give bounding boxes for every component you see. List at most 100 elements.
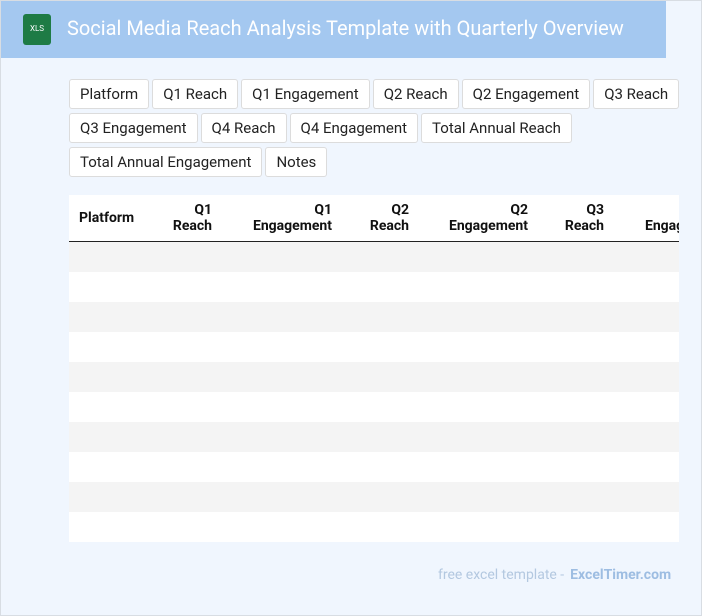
table-cell bbox=[342, 272, 419, 302]
table-cell bbox=[159, 362, 222, 392]
table-cell bbox=[69, 422, 159, 452]
table-row bbox=[69, 452, 679, 482]
title: Social Media Reach Analysis Template wit… bbox=[67, 16, 624, 40]
table-cell bbox=[342, 241, 419, 272]
table-cell bbox=[419, 422, 538, 452]
table-cell bbox=[538, 241, 614, 272]
footer-text: free excel template - bbox=[438, 567, 565, 583]
table-cell bbox=[614, 362, 679, 392]
column-header: Q1 Reach bbox=[159, 195, 222, 242]
column-header: Q3 Engagement bbox=[614, 195, 679, 242]
table-cell bbox=[342, 452, 419, 482]
table-cell bbox=[159, 392, 222, 422]
table-row bbox=[69, 512, 679, 542]
table-row bbox=[69, 272, 679, 302]
tag[interactable]: Q2 Reach bbox=[372, 79, 459, 109]
tag[interactable]: Total Annual Engagement bbox=[69, 147, 263, 177]
table-cell bbox=[538, 362, 614, 392]
tag[interactable]: Platform bbox=[69, 79, 150, 109]
table-cell bbox=[69, 272, 159, 302]
table-cell bbox=[222, 302, 342, 332]
table-cell bbox=[614, 482, 679, 512]
tag[interactable]: Q2 Engagement bbox=[461, 79, 591, 109]
table-cell bbox=[419, 241, 538, 272]
table-cell bbox=[159, 241, 222, 272]
table-cell bbox=[538, 272, 614, 302]
footer-site: ExcelTimer.com bbox=[570, 567, 672, 583]
table-cell bbox=[419, 512, 538, 542]
table-cell bbox=[222, 452, 342, 482]
tag[interactable]: Q4 Engagement bbox=[289, 113, 419, 143]
table-cell bbox=[614, 241, 679, 272]
table-cell bbox=[614, 422, 679, 452]
table-cell bbox=[222, 422, 342, 452]
table-cell bbox=[159, 482, 222, 512]
table-cell bbox=[538, 332, 614, 362]
table-cell bbox=[222, 392, 342, 422]
table-cell bbox=[222, 272, 342, 302]
column-header: Q3 Reach bbox=[538, 195, 614, 242]
table-cell bbox=[342, 422, 419, 452]
tag[interactable]: Q1 Reach bbox=[152, 79, 239, 109]
table-row bbox=[69, 422, 679, 452]
footer: free excel template - ExcelTimer.com bbox=[438, 567, 671, 583]
header-bar: XLS Social Media Reach Analysis Template… bbox=[1, 1, 666, 58]
table: Platform Q1 Reach Q1 Engagement Q2 Reach Q2 … bbox=[69, 195, 679, 542]
table-cell bbox=[614, 452, 679, 482]
table-cell bbox=[419, 332, 538, 362]
table-row bbox=[69, 302, 679, 332]
table-cell bbox=[614, 272, 679, 302]
tag[interactable]: Q1 Engagement bbox=[241, 79, 370, 109]
table-cell bbox=[69, 392, 159, 422]
tag-list: Platform Q1 Reach Q1 Engagement Q2 Reach Q2 … bbox=[69, 79, 689, 177]
table-cell bbox=[419, 302, 538, 332]
table-cell bbox=[538, 302, 614, 332]
table-cell bbox=[222, 512, 342, 542]
table-cell bbox=[159, 422, 222, 452]
table-cell bbox=[419, 452, 538, 482]
table-cell bbox=[69, 302, 159, 332]
xls-icon: XLS bbox=[23, 14, 51, 45]
table-cell bbox=[538, 422, 614, 452]
table-cell bbox=[69, 241, 159, 272]
header-row: Platform Q1 Reach Q1 Engagement Q2 Reach Q2 … bbox=[69, 195, 679, 242]
icon-label: XLS bbox=[29, 24, 45, 33]
table-cell bbox=[538, 452, 614, 482]
tag[interactable]: Q4 Reach bbox=[200, 113, 287, 143]
column-header: Q1 Engagement bbox=[222, 195, 342, 242]
table-cell bbox=[69, 452, 159, 482]
table-cell bbox=[342, 512, 419, 542]
column-header: Q2 Reach bbox=[342, 195, 419, 242]
table-cell bbox=[419, 362, 538, 392]
table-cell bbox=[538, 482, 614, 512]
table-cell bbox=[222, 362, 342, 392]
table-cell bbox=[342, 482, 419, 512]
column-header: Q2 Engagement bbox=[419, 195, 538, 242]
table-cell bbox=[419, 272, 538, 302]
table-cell bbox=[159, 452, 222, 482]
table-cell bbox=[69, 512, 159, 542]
table-cell bbox=[222, 241, 342, 272]
table-row bbox=[69, 241, 679, 272]
tag[interactable]: Notes bbox=[265, 147, 328, 177]
table-cell bbox=[159, 272, 222, 302]
table-cell bbox=[614, 512, 679, 542]
tag[interactable]: Q3 Engagement bbox=[69, 113, 198, 143]
table-cell bbox=[159, 512, 222, 542]
table-wrap: Platform Q1 Reach Q1 Engagement Q2 Reach Q2 … bbox=[69, 195, 679, 542]
table-cell bbox=[614, 392, 679, 422]
table-cell bbox=[614, 332, 679, 362]
table-row bbox=[69, 482, 679, 512]
tag[interactable]: Q3 Reach bbox=[593, 79, 680, 109]
table-cell bbox=[342, 332, 419, 362]
table-cell bbox=[342, 362, 419, 392]
table-cell bbox=[69, 482, 159, 512]
table-cell bbox=[342, 302, 419, 332]
tag[interactable]: Total Annual Reach bbox=[421, 113, 572, 143]
table-cell bbox=[538, 392, 614, 422]
table-cell bbox=[614, 302, 679, 332]
table-cell bbox=[159, 332, 222, 362]
table-cell bbox=[69, 332, 159, 362]
table-cell bbox=[222, 332, 342, 362]
